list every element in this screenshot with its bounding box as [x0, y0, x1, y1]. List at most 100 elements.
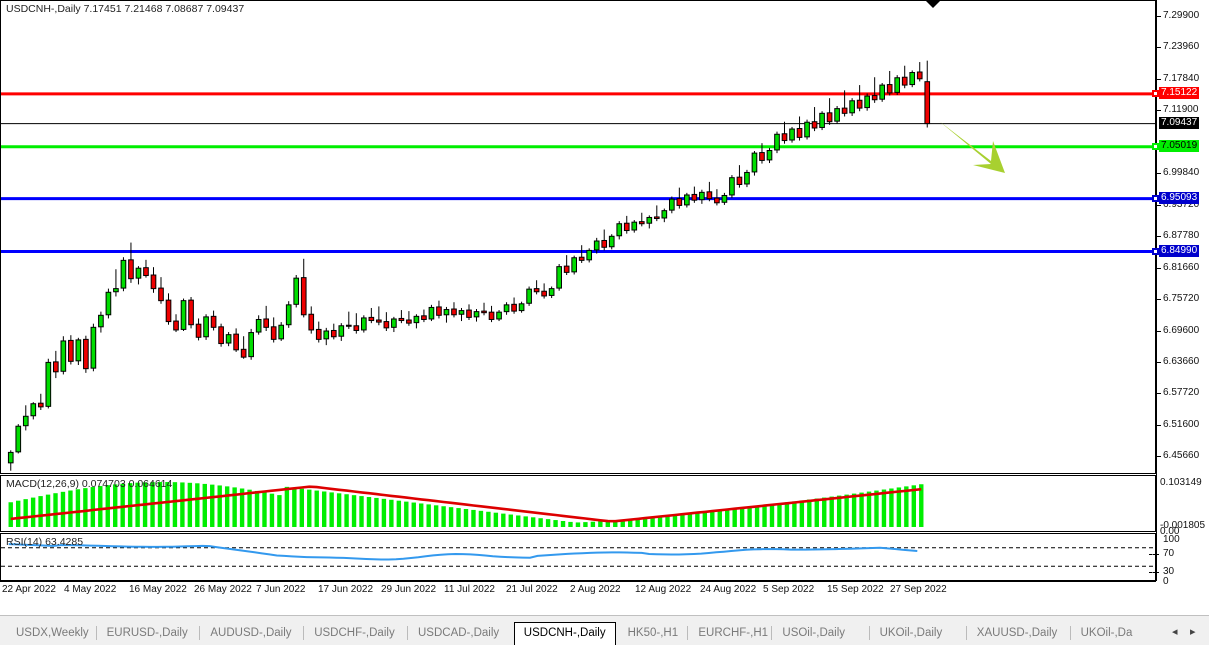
bearish-arrow-icon[interactable]	[939, 121, 1005, 173]
date-axis-tick: 21 Jul 2022	[506, 584, 558, 595]
macd-histogram-bar	[98, 486, 103, 527]
candle-body	[511, 303, 517, 312]
macd-histogram-bar	[113, 484, 118, 527]
chart-tab-audusd-daily[interactable]: AUDUSD-,Daily	[210, 627, 292, 639]
chart-tab-ukoil-da[interactable]: UKOil-,Da	[1080, 627, 1133, 639]
macd-histogram-bar	[523, 516, 528, 527]
price-label-handle-level-blue-2[interactable]	[1152, 247, 1159, 255]
candle-body	[225, 334, 232, 344]
macd-histogram-bar	[157, 482, 163, 527]
macd-histogram-bar	[530, 517, 536, 527]
chart-tab-hk50-h1[interactable]: HK50-,H1	[627, 627, 679, 639]
candle-body	[158, 287, 164, 302]
macd-histogram-bar	[262, 492, 267, 527]
rsi-axis-tick: 100	[1163, 534, 1180, 545]
price-chart-pane[interactable]: USDCNH-,Daily 7.17451 7.21468 7.08687 7.…	[0, 0, 1156, 474]
macd-histogram-bar	[598, 521, 603, 527]
candle-body	[736, 176, 743, 185]
chart-top-triangle-marker[interactable]	[926, 1, 940, 8]
candle-body	[60, 340, 67, 372]
price-label-handle-support-green[interactable]	[1152, 142, 1159, 150]
candle-body	[22, 415, 29, 427]
macd-histogram-bar	[359, 496, 364, 527]
macd-histogram-bar	[613, 520, 618, 527]
chart-tab-usdcad-daily[interactable]: USDCAD-,Daily	[418, 627, 500, 639]
candle-body	[233, 333, 239, 351]
macd-histogram-bar	[672, 514, 678, 527]
candle-body	[894, 77, 901, 93]
candle-body	[285, 304, 292, 326]
candle-body	[255, 318, 262, 333]
macd-histogram-bar	[695, 512, 700, 527]
macd-histogram-bar	[254, 490, 260, 527]
macd-signal-line	[10, 485, 922, 523]
macd-histogram-bar	[90, 487, 96, 527]
macd-histogram-bar	[284, 486, 290, 527]
candle-body	[473, 311, 480, 318]
candle-body	[729, 177, 735, 196]
price-label-last-price[interactable]: 7.09437	[1159, 116, 1200, 129]
candle-body	[496, 311, 502, 320]
price-label-resistance[interactable]: 7.15122	[1159, 86, 1200, 99]
chart-tab-xauusd-daily[interactable]: XAUUSD-,Daily	[976, 627, 1058, 639]
macd-histogram-bar	[829, 496, 834, 527]
macd-histogram-bar	[471, 509, 476, 527]
macd-histogram-bar	[889, 488, 894, 527]
macd-histogram-bar	[866, 491, 872, 527]
macd-histogram-bar	[351, 495, 357, 527]
macd-histogram-bar	[702, 511, 708, 527]
candle-body	[451, 308, 457, 316]
candle-body	[481, 310, 487, 314]
chart-tab-usdcnh-daily[interactable]: USDCNH-,Daily	[513, 622, 616, 645]
date-axis-tick: 26 May 2022	[194, 584, 252, 595]
rsi-axis-tick: 70	[1163, 547, 1175, 559]
price-axis[interactable]: 7.29900 7.23960 7.17840 7.11900 6.99840 6.937…	[1149, 0, 1209, 587]
price-label-support-green[interactable]: 7.05019	[1159, 139, 1200, 152]
macd-histogram-bar	[448, 507, 454, 527]
tab-separator	[1069, 626, 1071, 640]
macd-histogram-bar	[30, 497, 36, 527]
candle-body	[661, 210, 668, 219]
price-axis-tick: 7.29900	[1163, 9, 1200, 21]
candle-body	[871, 95, 878, 101]
macd-histogram-bar	[277, 495, 282, 527]
macd-histogram-bar	[732, 508, 737, 527]
date-axis-tick: 27 Sep 2022	[890, 584, 947, 595]
date-axis-tick: 7 Jun 2022	[256, 584, 306, 595]
candle-body	[458, 310, 465, 315]
candle-body	[413, 315, 420, 324]
price-axis-tickmark	[1157, 425, 1161, 427]
price-label-handle-resistance[interactable]	[1152, 89, 1159, 97]
candle-body	[338, 325, 345, 337]
macd-histogram-bar	[307, 489, 312, 527]
date-axis-tick: 24 Aug 2022	[700, 584, 757, 595]
price-axis-tickmark	[1157, 15, 1161, 17]
macd-indicator-pane[interactable]: MACD(12,26,9) 0.074703 0.064614	[0, 475, 1156, 532]
chart-tab-eurusd-daily[interactable]: EURUSD-,Daily	[106, 627, 188, 639]
chart-tab-usoil-daily[interactable]: USOil-,Daily	[782, 627, 846, 639]
tab-scroll-left-icon[interactable]: ◂	[1172, 626, 1178, 638]
candle-body	[811, 121, 818, 129]
price-label-level-blue-1[interactable]: 6.95093	[1159, 191, 1200, 204]
candle-body	[766, 149, 773, 161]
date-axis-tick: 5 Sep 2022	[763, 584, 815, 595]
price-axis-tick: 6.51600	[1163, 419, 1200, 431]
macd-histogram-bar	[411, 502, 416, 527]
macd-histogram-bar	[739, 507, 745, 527]
rsi-indicator-pane[interactable]: RSI(14) 63.4285	[0, 533, 1156, 581]
candle-body	[556, 266, 562, 289]
price-label-handle-level-blue-1[interactable]	[1152, 194, 1159, 202]
chart-tab-usdchf-daily[interactable]: USDCHF-,Daily	[314, 627, 395, 639]
macd-histogram-bar	[859, 492, 864, 527]
chart-tab-bar: USDX,Weekly EURUSD-,Daily AUDUSD-,Daily USD…	[0, 615, 1209, 645]
macd-histogram-bar	[799, 500, 805, 527]
chart-tab-ukoil-daily[interactable]: UKOil-,Daily	[879, 627, 943, 639]
tab-scroll-right-icon[interactable]: ▸	[1190, 626, 1196, 638]
candle-body	[886, 84, 893, 94]
price-label-level-blue-2[interactable]: 6.84990	[1159, 244, 1200, 257]
macd-histogram-bar	[456, 508, 461, 527]
chart-tab-eurchf-h1[interactable]: EURCHF-,H1	[698, 627, 769, 639]
chart-tab-usdx-weekly[interactable]: USDX,Weekly	[16, 627, 89, 639]
candle-body	[270, 326, 277, 340]
price-axis-tick: 7.17840	[1163, 72, 1200, 84]
